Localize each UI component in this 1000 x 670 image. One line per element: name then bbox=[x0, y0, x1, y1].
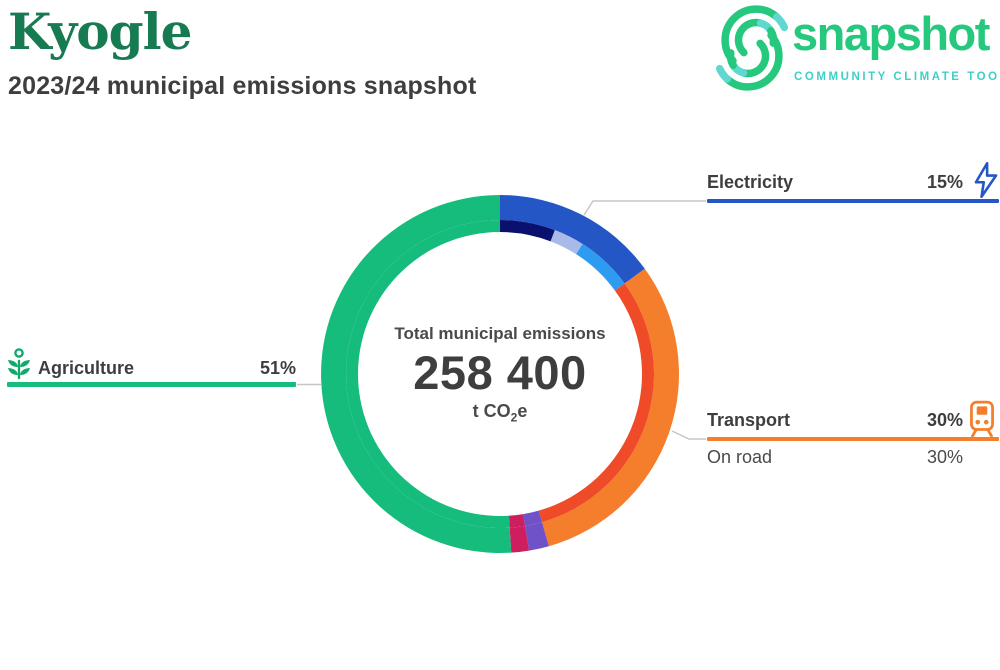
donut-segment-electricity[interactable] bbox=[500, 195, 645, 284]
donut-segment-unlabelled-purple[interactable] bbox=[525, 522, 549, 551]
brand-wordmark: snapshot bbox=[792, 7, 990, 60]
donut-segment-unlabelled-purple[interactable] bbox=[523, 510, 543, 526]
donut-segment-electricity-sub-b[interactable] bbox=[550, 230, 583, 255]
train-icon bbox=[970, 400, 994, 438]
donut-inner-ring bbox=[346, 220, 654, 529]
donut-segment-on-road[interactable] bbox=[538, 283, 654, 523]
transport-label: Transport bbox=[707, 410, 791, 430]
lightning-bolt-icon bbox=[974, 161, 998, 199]
page-subtitle: 2023/24 municipal emissions snapshot bbox=[8, 72, 477, 100]
donut-outer-ring bbox=[321, 195, 679, 553]
plant-sprout-icon bbox=[8, 348, 30, 380]
donut-segment-transport[interactable] bbox=[542, 268, 679, 547]
agriculture-value: 51% bbox=[259, 358, 296, 378]
on-road-label: On road bbox=[707, 447, 773, 467]
fingerprint-arcs-icon bbox=[715, 5, 789, 91]
unit-prefix: t CO bbox=[472, 401, 511, 421]
total-emissions-value: 258 400 bbox=[413, 346, 587, 399]
donut-centre-text: Total municipal emissions 258 400 t CO2e bbox=[370, 324, 630, 425]
transport-value: 30% bbox=[926, 410, 963, 430]
donut-segment-unlabelled-pink[interactable] bbox=[509, 525, 530, 553]
transport-callout: Transport 30% bbox=[707, 410, 963, 431]
transport-leader-line bbox=[671, 430, 706, 440]
donut-segment-agriculture[interactable] bbox=[321, 195, 512, 553]
electricity-value: 15% bbox=[926, 172, 963, 192]
donut-segment-unlabelled-pink[interactable] bbox=[508, 514, 526, 528]
electricity-callout: Electricity 15% bbox=[707, 172, 963, 193]
on-road-value: 30% bbox=[926, 447, 963, 467]
donut-segment-electricity-sub-c[interactable] bbox=[576, 243, 625, 291]
donut-segment-electricity-sub-a[interactable] bbox=[500, 220, 555, 242]
unit-suffix: e bbox=[517, 401, 528, 421]
electricity-leader-line bbox=[583, 200, 706, 216]
agriculture-callout: Agriculture 51% bbox=[38, 358, 296, 379]
agriculture-underline bbox=[7, 382, 296, 387]
electricity-label: Electricity bbox=[707, 172, 794, 192]
total-emissions-unit: t CO2e bbox=[370, 401, 630, 425]
brand-tagline: COMMUNITY CLIMATE TOOL bbox=[794, 71, 1000, 83]
unit-subscript: 2 bbox=[510, 410, 518, 425]
snapshot-logo[interactable]: snapshot COMMUNITY CLIMATE TOOL bbox=[704, 0, 1000, 96]
transport-subrow: On road 30% bbox=[707, 447, 963, 468]
transport-underline bbox=[707, 437, 999, 441]
page-title: Kyogle bbox=[8, 2, 192, 61]
electricity-underline bbox=[707, 199, 999, 203]
total-emissions-label: Total municipal emissions bbox=[394, 324, 606, 343]
agriculture-label: Agriculture bbox=[38, 358, 135, 378]
